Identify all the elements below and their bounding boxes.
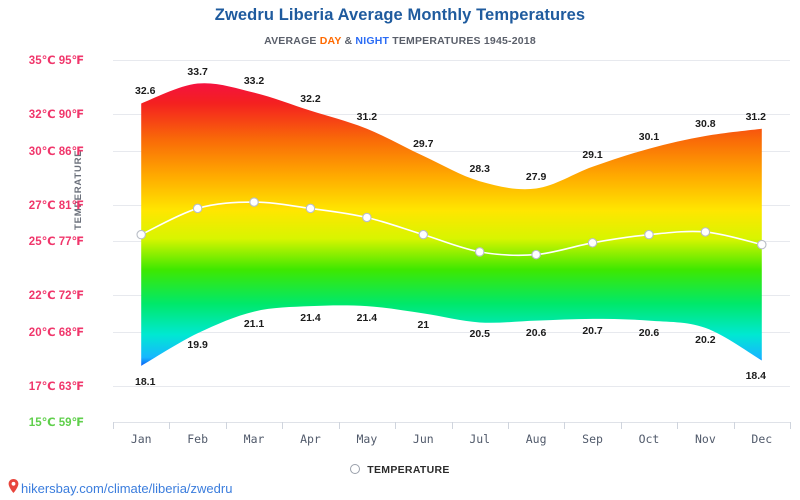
night-value-label: 21.4 — [300, 312, 321, 325]
gridline — [113, 385, 790, 387]
day-value-label: 33.7 — [187, 65, 208, 78]
mean-temperature-marker — [249, 197, 259, 207]
night-value-label: 19.9 — [187, 339, 208, 352]
source-link-text: hikersbay.com/climate/liberia/zwedru — [21, 481, 233, 497]
x-axis-month-label: Aug — [525, 432, 547, 446]
y-axis-tick-label: 27℃ 81℉ — [28, 199, 84, 212]
subtitle-day-word: DAY — [319, 35, 342, 47]
mean-temperature-marker — [587, 238, 598, 248]
night-value-label: 18.1 — [134, 375, 156, 388]
chart-subtitle: AVERAGE DAY & NIGHT TEMPERATURES 1945-20… — [0, 35, 800, 47]
subtitle-night-word: NIGHT — [355, 35, 390, 47]
mean-temperature-marker — [192, 203, 203, 214]
gridline — [113, 114, 790, 116]
mean-temperature-marker — [757, 239, 767, 250]
mean-temperature-marker — [305, 203, 316, 214]
x-axis-tick — [113, 422, 114, 429]
day-value-label: 27.9 — [525, 170, 547, 183]
x-axis-tick — [620, 422, 622, 429]
night-value-label: 20.5 — [469, 328, 490, 341]
day-value-label: 30.8 — [695, 118, 716, 131]
y-axis-tick-label: 25℃ 77℉ — [28, 236, 84, 248]
day-value-label: 31.2 — [745, 110, 766, 123]
day-value-label: 32.6 — [134, 85, 156, 98]
night-value-label: 20.6 — [525, 326, 547, 339]
x-axis-tick — [733, 422, 735, 429]
day-value-label: 33.2 — [243, 74, 265, 87]
gridline — [113, 150, 790, 152]
x-axis-month-label: Dec — [751, 432, 773, 446]
x-axis-month-label: Nov — [694, 432, 716, 446]
page-title: Zwedru Liberia Average Monthly Temperatu… — [214, 6, 586, 24]
y-axis-tick-label: 30℃ 86℉ — [28, 145, 84, 158]
temperature-band — [136, 83, 767, 366]
x-axis-tick — [564, 422, 566, 429]
x-axis-tick — [507, 422, 509, 429]
x-axis-month-label: Feb — [187, 432, 209, 446]
day-value-label: 30.1 — [638, 130, 660, 143]
y-axis-tick-label: 15℃ 59℉ — [28, 417, 84, 429]
y-axis-tick-label: 17℃ 63℉ — [28, 380, 84, 393]
x-axis-month-label: May — [356, 432, 378, 446]
gridline — [113, 331, 790, 333]
day-value-label: 31.2 — [356, 110, 378, 123]
night-value-label: 18.4 — [745, 370, 766, 383]
x-axis-tick — [282, 422, 284, 429]
night-value-label: 20.2 — [695, 333, 716, 346]
x-axis-month-label: Sep — [582, 432, 603, 446]
mean-temperature-marker — [700, 227, 711, 237]
mean-temperature-marker — [418, 229, 429, 240]
subtitle-prefix: AVERAGE — [264, 35, 320, 47]
legend-label: TEMPERATURE — [367, 464, 450, 477]
day-value-label: 29.1 — [582, 148, 603, 161]
night-value-label: 20.7 — [582, 324, 603, 337]
subtitle-suffix: TEMPERATURES 1945-2018 — [389, 35, 536, 47]
gridline — [113, 60, 790, 61]
y-axis-tick-label: 20℃ 68℉ — [28, 326, 84, 339]
night-value-label: 20.6 — [638, 326, 660, 339]
mean-temperature-marker — [531, 249, 541, 260]
y-axis-tick-label: 22℃ 72℉ — [28, 290, 84, 303]
x-axis-month-label: Apr — [300, 432, 321, 446]
x-axis-month-label: Mar — [243, 432, 265, 446]
day-value-label: 28.3 — [469, 163, 490, 176]
mean-temperature-marker — [136, 229, 146, 240]
x-axis-month-label: Jul — [469, 432, 491, 446]
x-axis-tick — [338, 422, 340, 429]
day-value-label: 32.2 — [300, 92, 321, 105]
x-axis-month-label: Jun — [412, 432, 434, 446]
x-axis-tick — [677, 422, 679, 429]
subtitle-separator: & — [341, 35, 356, 47]
y-axis-tick-label: 32℃ 90℉ — [28, 109, 84, 122]
x-axis-tick — [395, 422, 397, 429]
map-pin-icon — [8, 479, 19, 496]
circle-outline-icon — [350, 464, 361, 475]
source-link[interactable]: hikersbay.com/climate/liberia/zwedru — [8, 479, 233, 497]
mean-temperature-marker — [644, 229, 654, 240]
y-axis-tick-label: 35℃ 95℉ — [28, 55, 84, 67]
x-axis: Jan Feb Mar Apr May Jun Jul Aug Sep Oct Nov Dec — [113, 422, 791, 448]
x-axis-tick — [225, 422, 227, 429]
night-value-label: 21 — [417, 319, 430, 332]
x-axis-tick — [169, 422, 171, 429]
mean-temperature-marker — [362, 212, 372, 223]
x-axis-month-label: Jan — [130, 432, 152, 446]
x-axis-tick — [451, 422, 453, 429]
x-axis-tick — [790, 422, 791, 429]
mean-temperature-marker — [474, 247, 485, 257]
night-value-label: 21.4 — [356, 312, 378, 325]
x-axis-month-label: Oct — [638, 432, 660, 446]
y-axis-title: TEMPERATURE — [73, 149, 84, 230]
night-value-label: 21.1 — [243, 317, 265, 330]
day-value-label: 29.7 — [413, 137, 434, 150]
chart-legend[interactable]: TEMPERATURE — [0, 464, 800, 476]
plot-area: TEMPERATURE 35℃ 95℉ 32℃ 90℉ 30℃ 86℉ 27℃ 81℉… — [29, 55, 790, 429]
